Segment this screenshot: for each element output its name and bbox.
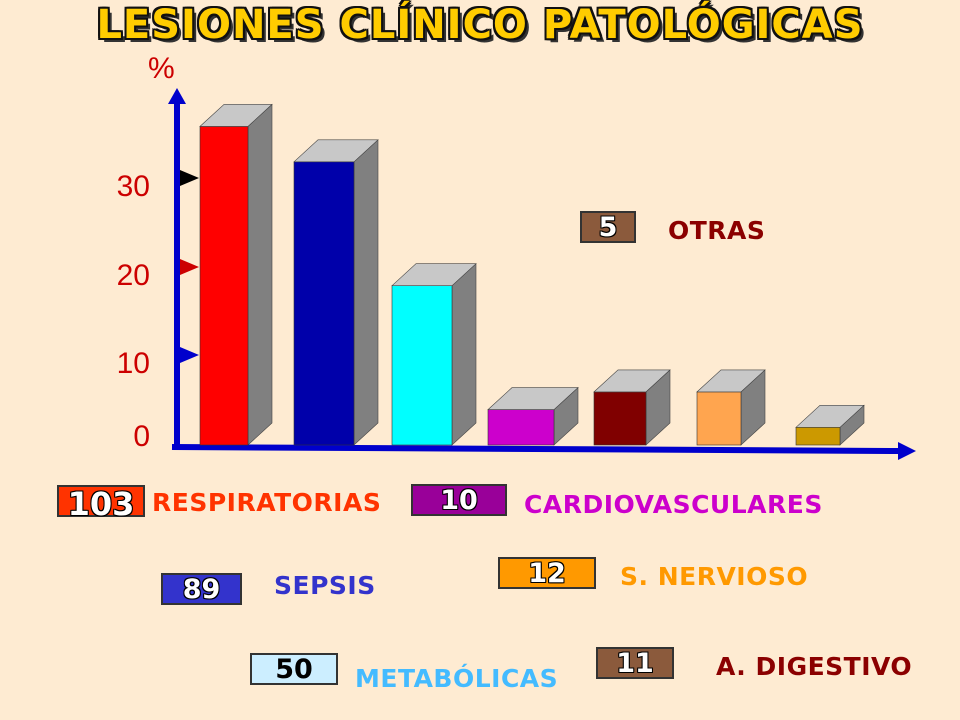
bar-1 bbox=[293, 161, 355, 446]
legend-label-a-digestivo: A. DIGESTIVO bbox=[716, 652, 913, 681]
legend-box-s-nervioso: 12 bbox=[498, 557, 596, 589]
y-tick-0: 0 bbox=[133, 420, 150, 453]
chart-title: LESIONES CLÍNICO PATOLÓGICAS bbox=[96, 2, 864, 48]
legend-label-sepsis: SEPSIS bbox=[274, 571, 376, 600]
legend-count-cardiovasculares: 10 bbox=[440, 485, 478, 516]
tick-arrow-20 bbox=[180, 259, 199, 275]
y-tick-30: 30 bbox=[116, 170, 150, 203]
legend-label-s-nervioso: S. NERVIOSO bbox=[620, 562, 809, 591]
y-axis-arrow bbox=[168, 88, 186, 104]
legend-count-s-nervioso: 12 bbox=[528, 558, 566, 589]
bar-5 bbox=[696, 391, 742, 446]
legend-box-metabolicas: 50 bbox=[250, 653, 338, 685]
legend-box-cardiovasculares: 10 bbox=[411, 484, 507, 516]
bars-group bbox=[199, 103, 865, 446]
bar-4 bbox=[593, 391, 647, 446]
bar-side-2 bbox=[451, 263, 477, 446]
bar-top-4 bbox=[593, 369, 671, 393]
bar-top-1 bbox=[293, 139, 379, 163]
bar-0 bbox=[199, 126, 249, 446]
x-axis-line bbox=[171, 444, 901, 454]
tick-arrow-30 bbox=[180, 170, 199, 186]
tick-arrow-10 bbox=[180, 347, 199, 363]
bar-3 bbox=[487, 409, 555, 446]
legend-label-cardiovasculares: CARDIOVASCULARES bbox=[524, 490, 823, 519]
legend-box-otras: 5 bbox=[580, 211, 636, 243]
legend-count-metabolicas: 50 bbox=[275, 654, 313, 685]
bar-2 bbox=[391, 285, 453, 446]
x-axis-arrow bbox=[898, 442, 916, 460]
bar-top-6 bbox=[795, 404, 865, 428]
bar-side-1 bbox=[353, 139, 379, 446]
y-tick-10: 10 bbox=[116, 347, 150, 380]
bar-top-5 bbox=[696, 369, 766, 393]
legend-box-a-digestivo: 11 bbox=[596, 647, 674, 679]
y-tick-20: 20 bbox=[116, 259, 150, 292]
legend-box-respiratorias: 103 bbox=[57, 485, 145, 521]
bar-top-0 bbox=[199, 104, 273, 127]
bar-6 bbox=[795, 426, 841, 446]
legend-label-respiratorias: RESPIRATORIAS bbox=[152, 488, 382, 517]
legend-box-sepsis: 89 bbox=[161, 573, 242, 605]
legend-label-metabolicas: METABÓLICAS bbox=[355, 664, 559, 693]
bar-side-0 bbox=[247, 103, 273, 446]
legend-count-sepsis: 89 bbox=[182, 574, 221, 605]
y-axis-unit: % bbox=[148, 52, 175, 85]
bar-top-2 bbox=[391, 263, 477, 287]
legend-count-respiratorias: 103 bbox=[67, 485, 135, 523]
legend-label-otras: OTRAS bbox=[668, 216, 766, 245]
bar-top-3 bbox=[487, 387, 579, 410]
legend-count-a-digestivo: 11 bbox=[616, 648, 654, 679]
legend-count-otras: 5 bbox=[598, 212, 618, 243]
